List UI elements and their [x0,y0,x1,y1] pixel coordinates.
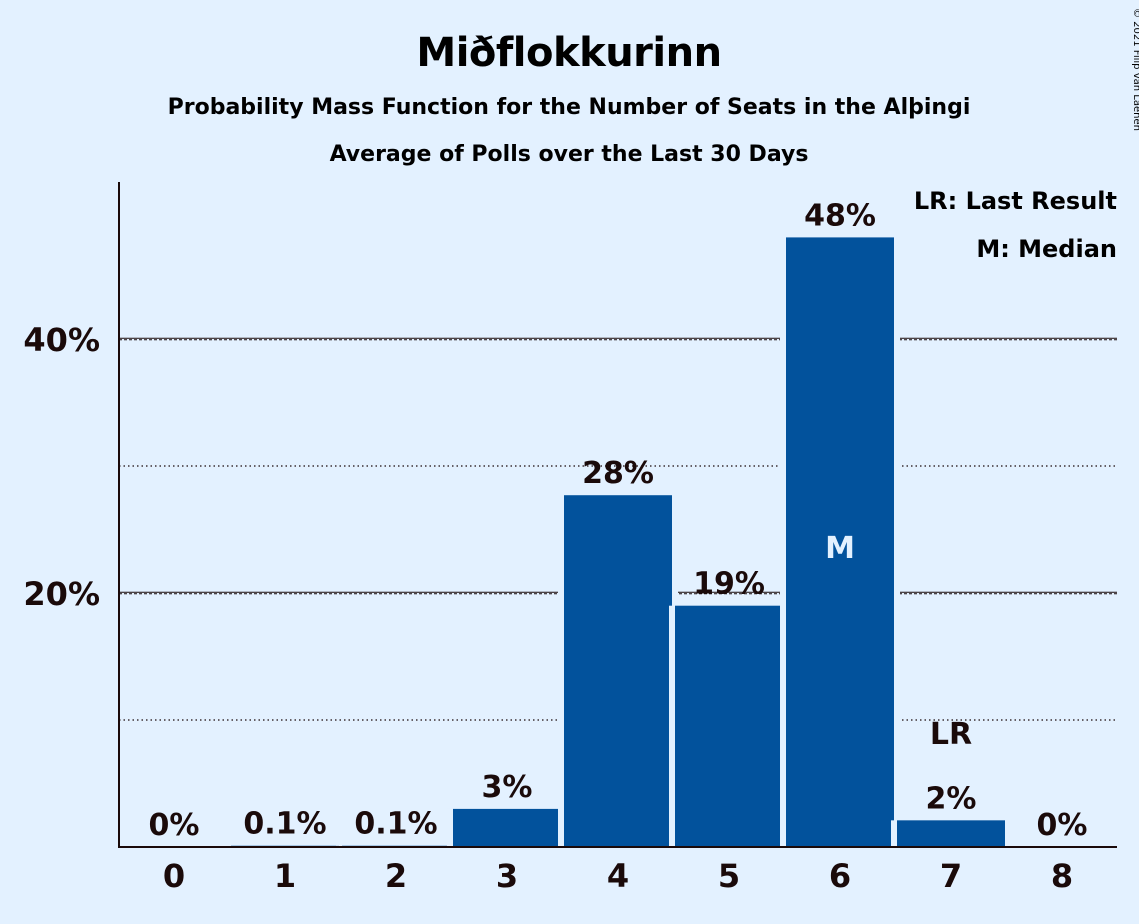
legend-median: M: Median [976,235,1117,263]
x-tick-label: 2 [385,857,407,895]
x-tick-label: 1 [274,857,296,895]
chart-subtitle-2: Average of Polls over the Last 30 Days [330,142,809,167]
last-result-marker: LR [930,717,972,752]
bar-value-label: 28% [582,456,654,491]
bar-value-label: 19% [693,567,765,602]
axes: 20% 40% 0 1 2 3 4 5 6 7 8 [23,182,1117,895]
median-marker: M [825,531,855,566]
y-tick-label: 20% [23,575,100,613]
chart-title: Miðflokkurinn [416,30,721,76]
bar-value-label: 48% [804,198,876,233]
bar-value-label: 0% [1037,808,1088,843]
bars [225,237,1011,847]
bar-value-label: 2% [926,781,977,816]
x-tick-label: 6 [829,857,851,895]
bar [786,237,894,847]
bar [564,495,672,847]
x-tick-label: 4 [607,857,629,895]
x-tick-label: 5 [718,857,740,895]
bar [897,820,1005,847]
bar-labels: 0% 0.1% 0.1% 3% 28% 19% 48% 2% 0% M LR [149,198,1088,843]
chart-subtitle: Probability Mass Function for the Number… [168,95,971,120]
x-tick-label: 7 [940,857,962,895]
bar [675,605,783,847]
bar-value-label: 0.1% [354,807,437,842]
x-tick-label: 0 [163,857,185,895]
legend-last-result: LR: Last Result [914,187,1117,215]
bar-value-label: 0% [149,808,200,843]
bar-value-label: 0.1% [243,807,326,842]
copyright-text: © 2021 Filip van Laenen [1131,8,1139,131]
x-tick-label: 8 [1051,857,1073,895]
y-tick-label: 40% [23,321,100,359]
x-tick-label: 3 [496,857,518,895]
bar [453,808,561,847]
bar-value-label: 3% [482,770,533,805]
